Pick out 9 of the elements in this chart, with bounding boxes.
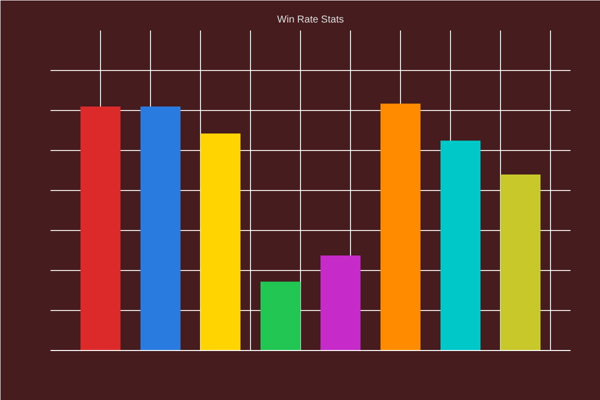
chart-title: Win Rate Stats xyxy=(277,14,344,26)
bar xyxy=(320,255,361,350)
bar xyxy=(200,133,241,350)
bar xyxy=(260,282,301,350)
bar xyxy=(80,106,120,350)
bar xyxy=(500,174,541,350)
bar xyxy=(440,140,481,350)
bar xyxy=(140,106,180,350)
bar xyxy=(380,104,421,350)
